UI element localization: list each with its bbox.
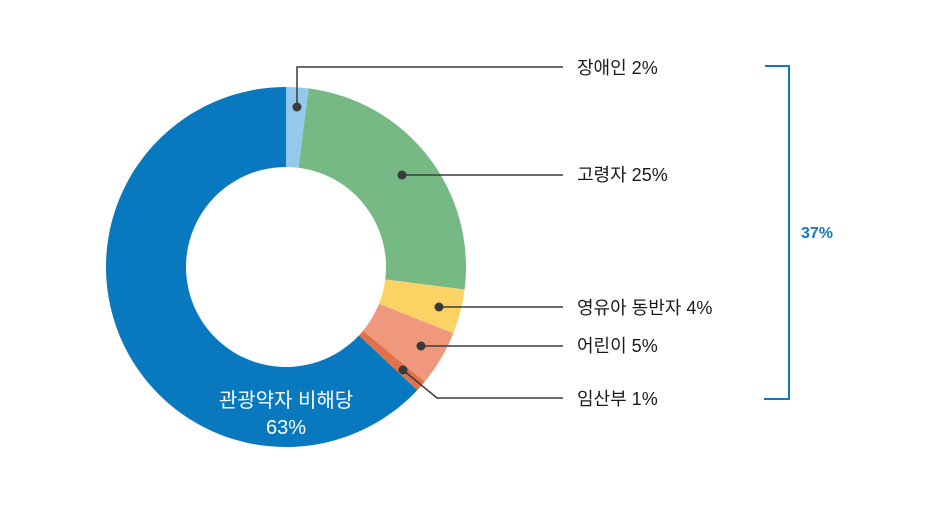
leader-dot-3 (416, 341, 426, 351)
callout-label-infant-companion: 영유아 동반자 4% (577, 298, 713, 318)
slice-2 (378, 279, 465, 334)
callout-label-children: 어린이 5% (577, 336, 658, 356)
leader-dot-2 (434, 302, 444, 312)
leader-line-4 (402, 369, 563, 399)
group-bracket (764, 65, 790, 400)
center-label-line2: 63% (265, 417, 307, 439)
leader-dot-4 (398, 365, 408, 375)
slice-4 (358, 330, 425, 391)
leader-line-0 (296, 66, 563, 107)
slice-5 (105, 87, 418, 447)
slice-3 (363, 303, 454, 382)
leader-dot-0 (292, 102, 302, 112)
callout-label-elderly: 고령자 25% (577, 165, 668, 185)
slice-1 (298, 88, 467, 290)
slice-0 (286, 87, 309, 168)
callout-label-pregnant: 임산부 1% (577, 389, 658, 409)
center-label-line1: 관광약자 비해당 (218, 390, 354, 412)
callout-label-disabled: 장애인 2% (577, 58, 658, 78)
bracket-total-label: 37% (801, 225, 834, 242)
leader-dot-1 (397, 170, 407, 180)
center-label: 관광약자 비해당 63% (166, 388, 406, 442)
